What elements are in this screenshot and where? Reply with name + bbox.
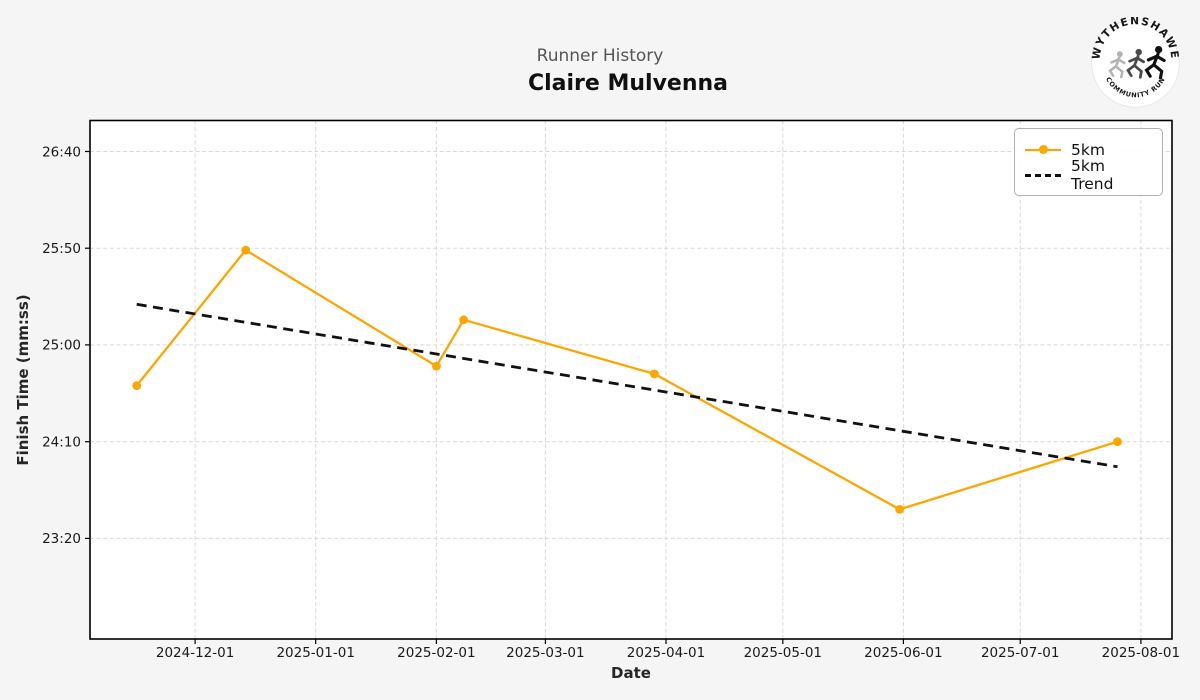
x-axis-label: Date: [611, 664, 651, 682]
legend-trend-line-swatch: [1025, 170, 1061, 180]
series-5km-point: [650, 369, 659, 379]
legend-5km-label: 5km: [1071, 140, 1105, 159]
x-tick-label: 2025-07-01: [981, 645, 1059, 661]
x-tick-label: 2025-04-01: [627, 645, 705, 661]
x-tick-label: 2024-12-01: [156, 645, 234, 661]
y-tick-label: 23:20: [42, 531, 81, 547]
series-5km-trend-line: [136, 302, 1118, 469]
x-tick-label: 2025-01-01: [276, 645, 354, 661]
legend-5km-marker-icon: [1038, 145, 1048, 154]
plot-area: [90, 120, 1172, 639]
runner-icon: [1108, 51, 1126, 79]
chart-subtitle: Runner History: [536, 46, 664, 66]
y-tick-label: 24:10: [42, 435, 81, 451]
series-5km-point: [459, 315, 468, 325]
x-tick-label: 2025-06-01: [864, 645, 942, 661]
series-5km-point: [432, 361, 441, 371]
legend-5km-line-swatch: [1025, 145, 1061, 155]
runner-icon: [1144, 45, 1166, 80]
legend-trend-label: 5km Trend: [1071, 156, 1114, 193]
series-5km-point: [132, 381, 142, 390]
series-5km-point: [241, 245, 251, 255]
runner-icon: [1126, 48, 1145, 79]
series-5km-point: [1113, 437, 1122, 447]
runner-name-title: Claire Mulvenna: [527, 71, 729, 96]
legend-item-5km-trend: 5km Trend: [1025, 157, 1152, 193]
x-tick-label: 2025-03-01: [506, 645, 584, 661]
y-tick-label: 25:50: [42, 241, 81, 257]
y-axis-label: Finish Time (mm:ss): [14, 294, 32, 466]
x-tick-label: 2025-02-01: [397, 645, 475, 661]
plot-border: [89, 119, 1173, 640]
y-tick-label: 26:40: [42, 144, 81, 160]
y-tick-label: 25:00: [42, 338, 81, 354]
logo-runners-icon: [1108, 45, 1166, 80]
wythenshawe-community-run-logo: WYTHENSHAWE COMMUNITY RUN: [1089, 17, 1180, 108]
legend-item-5km: 5km: [1025, 137, 1152, 162]
x-tick-label: 2025-05-01: [744, 645, 822, 661]
legend: 5km 5km Trend: [1014, 128, 1163, 196]
x-tick-label: 2025-08-01: [1102, 645, 1180, 661]
series-5km-point: [895, 505, 904, 514]
